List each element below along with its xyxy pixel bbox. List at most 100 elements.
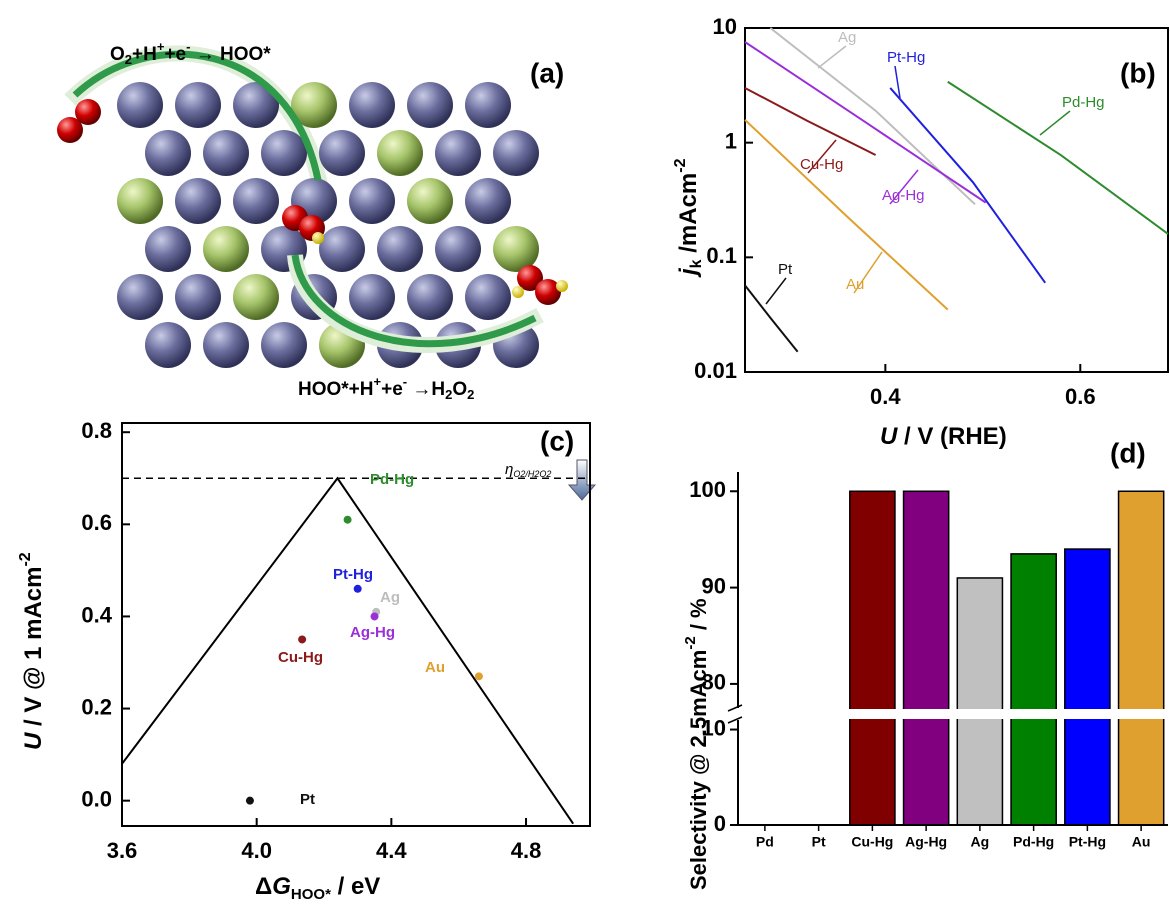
y-tick-label: 0.0 <box>81 786 112 811</box>
atom <box>435 130 481 176</box>
atom <box>407 274 453 320</box>
text: / eV <box>331 873 380 900</box>
text: 2 <box>467 387 474 402</box>
text: -2 <box>682 636 699 649</box>
y-tick-label: 0.4 <box>81 602 112 627</box>
y-axis-label: jk /mAcm-2 <box>672 158 705 278</box>
label-arrow <box>889 169 919 205</box>
line <box>744 284 799 353</box>
point-label: Au <box>425 659 445 676</box>
series-label: Pd-Hg <box>1062 94 1105 111</box>
text: Selectivity @ 2.5mAcm <box>686 650 711 890</box>
label-arrow <box>853 251 883 294</box>
atom <box>493 226 539 272</box>
text: - <box>186 39 190 54</box>
atom <box>377 130 423 176</box>
atom <box>465 274 511 320</box>
text: +H <box>132 44 157 65</box>
y-tick-label: 90 <box>702 573 726 598</box>
panel-label: (d) <box>1110 437 1146 468</box>
atom <box>349 274 395 320</box>
text: O2/H2O2 <box>513 469 551 479</box>
point-label: Ag <box>380 589 400 606</box>
series-label: Ag <box>838 29 856 46</box>
atom <box>556 280 568 292</box>
y-tick-label: 0.8 <box>81 418 112 443</box>
atom <box>233 178 279 224</box>
atom <box>312 232 324 244</box>
arrow <box>567 459 597 501</box>
atom <box>517 265 543 291</box>
series-label: Au <box>846 276 864 293</box>
x-tick-label: 3.6 <box>107 838 138 863</box>
atom <box>175 274 221 320</box>
label-arrow <box>817 45 847 69</box>
atom <box>203 226 249 272</box>
text: U <box>20 732 47 750</box>
atom <box>261 130 307 176</box>
atom <box>75 99 101 125</box>
x-tick-label: Au <box>1132 834 1151 850</box>
atom <box>535 279 561 305</box>
text: HOO*+H <box>298 379 374 400</box>
y-tick-label: 1 <box>725 128 737 153</box>
atom <box>465 178 511 224</box>
point <box>474 672 483 681</box>
text: U <box>880 423 898 450</box>
text: /mAcm <box>675 173 702 260</box>
y-tick-label: 10 <box>702 715 726 740</box>
text: + <box>157 39 165 54</box>
panel-label: (a) <box>530 57 564 88</box>
y-tick-label: 0.2 <box>81 694 112 719</box>
atom <box>465 82 511 128</box>
label-arrow <box>807 139 837 174</box>
reaction-label: HOO*+H++e- →H2O2 <box>298 374 474 402</box>
x-tick-label: Pt <box>812 834 826 850</box>
bar <box>1010 553 1057 826</box>
x-tick-label: 0.4 <box>870 384 901 409</box>
text: + <box>374 374 382 389</box>
atom <box>203 130 249 176</box>
atom <box>175 82 221 128</box>
x-tick-label: Pt-Hg <box>1069 834 1106 850</box>
atom <box>117 82 163 128</box>
y-tick-label: 0.6 <box>81 510 112 535</box>
atom <box>319 130 365 176</box>
atom <box>203 322 249 368</box>
x-tick-label: Ag <box>971 834 990 850</box>
y-tick-label: 100 <box>689 477 726 502</box>
atom <box>261 322 307 368</box>
panel-label: (c) <box>540 425 574 456</box>
arrow <box>72 50 322 181</box>
text: HOO* <box>291 886 331 903</box>
bar <box>1117 490 1165 826</box>
text: / V @ 1 mAcm <box>20 567 47 733</box>
bar <box>902 490 950 826</box>
atom <box>233 274 279 320</box>
text: k <box>688 259 705 268</box>
line <box>744 119 949 311</box>
volcano-line <box>121 476 574 825</box>
catalyst-illustration <box>57 45 568 368</box>
series-label: Pt-Hg <box>887 49 925 66</box>
bar <box>849 490 896 826</box>
line <box>889 87 1047 284</box>
plot-frame <box>121 422 591 827</box>
atom <box>117 178 163 224</box>
point-label: Cu-Hg <box>278 649 323 666</box>
point-label: Pt-Hg <box>333 566 373 583</box>
annotation: ηO2/H2O2 <box>505 461 551 479</box>
x-tick-label: Ag-Hg <box>905 834 947 850</box>
x-tick-label: 4.0 <box>241 838 272 863</box>
y-axis-label: Selectivity @ 2.5mAcm-2 / % <box>682 598 711 890</box>
axis-break-mark <box>727 704 743 724</box>
x-axis-label: U / V (RHE) <box>880 423 1007 450</box>
atom <box>57 117 83 143</box>
x-axis-label: ΔGHOO* / eV <box>255 873 380 903</box>
point <box>353 584 362 593</box>
text: O <box>110 44 125 65</box>
atom <box>145 130 191 176</box>
text: O <box>452 379 467 400</box>
line <box>947 80 1169 235</box>
